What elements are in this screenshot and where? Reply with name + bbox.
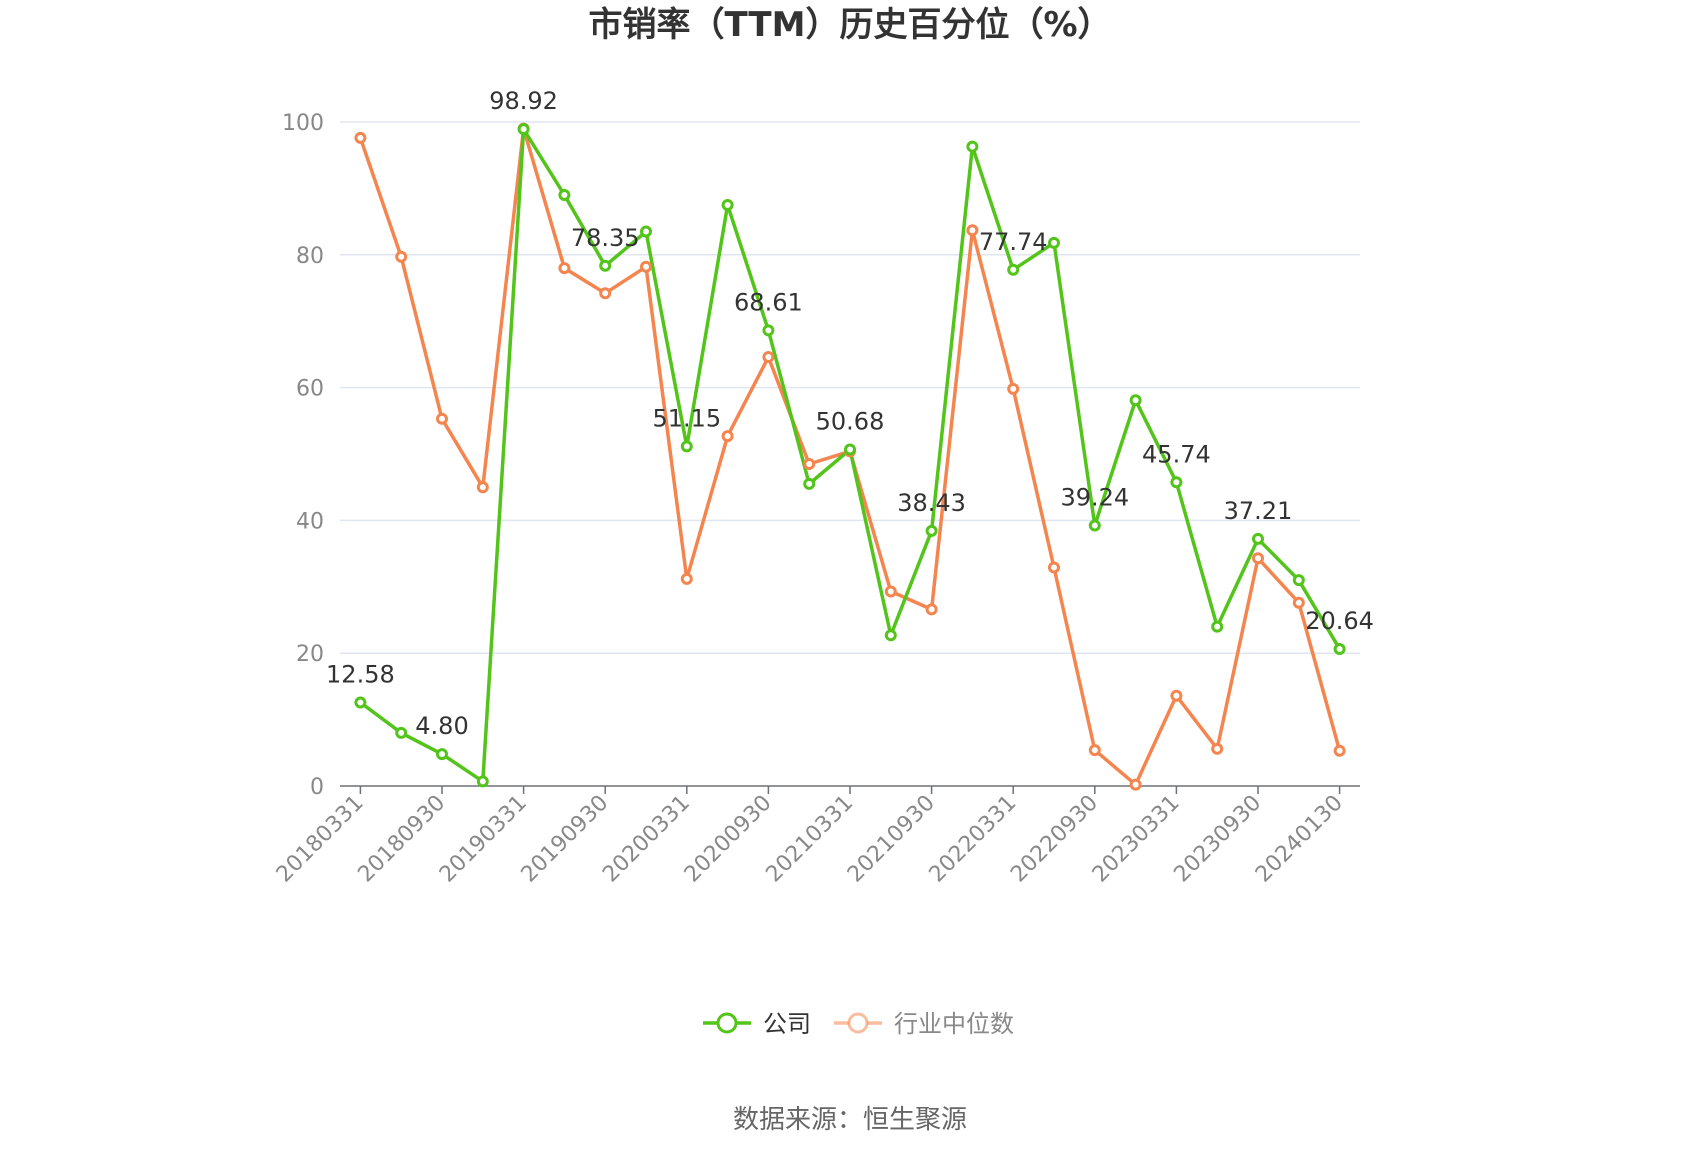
x-tick-label: 20180331	[272, 791, 369, 888]
data-point-industry	[1333, 744, 1346, 757]
data-point-company	[1292, 574, 1305, 587]
source-note: 数据来源：恒生聚源	[733, 1105, 967, 1135]
data-point-industry	[599, 287, 612, 300]
data-label: 12.58	[326, 660, 395, 688]
legend-item-company[interactable]: 公司	[703, 1010, 811, 1038]
x-tick-label: 20230331	[1088, 791, 1185, 888]
y-tick-label: 60	[296, 377, 324, 402]
x-tick-label: 20200331	[598, 791, 695, 888]
data-point-company	[476, 775, 489, 788]
data-point-company	[1088, 519, 1101, 532]
data-point-company	[925, 524, 938, 537]
data-point-company	[721, 199, 734, 211]
data-point-industry	[1129, 778, 1142, 791]
data-point-industry	[1170, 689, 1183, 702]
x-tick-label: 20220331	[925, 791, 1022, 888]
data-label: 51.15	[652, 404, 721, 432]
data-point-industry	[1048, 561, 1060, 574]
data-point-company	[803, 477, 816, 490]
data-point-industry	[1211, 742, 1224, 755]
data-point-company	[1170, 476, 1183, 489]
data-point-company	[558, 189, 571, 202]
data-point-company	[517, 123, 530, 136]
x-tick-label: 20220930	[1006, 791, 1103, 888]
y-tick-label: 100	[282, 111, 324, 136]
data-label: 77.74	[979, 228, 1048, 256]
x-tick-label: 20200930	[680, 791, 777, 888]
data-label: 50.68	[816, 407, 885, 435]
data-point-company	[1007, 263, 1020, 276]
x-tick-label: 20240130	[1251, 791, 1348, 888]
data-point-industry	[558, 262, 571, 275]
data-label: 78.35	[571, 224, 640, 252]
data-point-industry	[884, 585, 897, 598]
data-point-industry	[680, 572, 693, 585]
y-tick-label: 0	[310, 775, 324, 800]
data-point-company	[395, 726, 408, 739]
data-point-company	[436, 748, 448, 761]
data-point-company	[1252, 532, 1264, 545]
data-point-industry	[966, 224, 979, 237]
data-point-industry	[762, 351, 775, 364]
x-tick-label: 20230930	[1169, 791, 1266, 888]
data-point-company	[599, 259, 612, 272]
y-axis: 0 20 40 60 80 100	[282, 111, 324, 800]
legend-marker-company	[716, 1012, 738, 1034]
data-point-company	[680, 440, 693, 453]
data-point-company	[1211, 620, 1224, 633]
data-point-company	[762, 324, 775, 337]
y-tick-label: 80	[296, 244, 324, 269]
data-labels: 12.58 4.80 98.92 78.35 51.15 68.61 50.68 38.43 7…	[326, 87, 1374, 740]
data-label: 98.92	[489, 87, 558, 115]
x-tick-label: 20190930	[517, 791, 614, 888]
y-tick-label: 20	[296, 642, 324, 667]
data-point-industry	[476, 481, 489, 494]
x-tick-label: 20190331	[435, 791, 532, 888]
legend-item-industry[interactable]: 行业中位数	[834, 1010, 1014, 1038]
legend-label-company: 公司	[763, 1010, 811, 1038]
data-point-company	[844, 443, 856, 456]
x-tick-label: 20210930	[843, 791, 940, 888]
legend-label-industry: 行业中位数	[894, 1010, 1014, 1038]
data-label: 39.24	[1060, 483, 1129, 511]
x-tick-label: 20210331	[761, 791, 858, 888]
data-point-industry	[1088, 744, 1101, 757]
data-point-company	[354, 696, 367, 709]
data-point-company	[1129, 394, 1142, 407]
data-point-industry	[395, 250, 408, 263]
data-point-industry	[354, 131, 367, 144]
data-label: 45.74	[1142, 440, 1211, 468]
data-point-company	[884, 629, 897, 642]
data-point-industry	[803, 457, 816, 470]
data-label: 68.61	[734, 288, 803, 316]
data-point-industry	[925, 603, 938, 616]
x-tick-label: 20180930	[353, 791, 450, 888]
y-tick-label: 40	[296, 509, 324, 534]
x-axis: 2018033120180930201903312019093020200331…	[272, 785, 1360, 888]
data-label: 38.43	[897, 489, 966, 517]
chart-title: 市销率（TTM）历史百分位（%）	[588, 5, 1111, 45]
data-point-industry	[1007, 382, 1020, 395]
legend-marker-industry	[847, 1012, 869, 1034]
data-point-industry	[436, 412, 448, 425]
legend[interactable]: 公司 行业中位数	[703, 1010, 1014, 1038]
data-point-company	[640, 225, 652, 238]
series	[354, 122, 1346, 791]
data-point-industry	[721, 430, 734, 443]
data-point-industry	[1292, 596, 1305, 609]
data-point-company	[966, 140, 979, 153]
data-label: 37.21	[1224, 497, 1293, 525]
data-point-industry	[640, 260, 652, 273]
data-point-industry	[1252, 552, 1264, 565]
data-label: 4.80	[415, 712, 468, 740]
data-label: 20.64	[1305, 607, 1374, 635]
data-point-company	[1048, 236, 1060, 249]
data-point-company	[1333, 642, 1346, 655]
